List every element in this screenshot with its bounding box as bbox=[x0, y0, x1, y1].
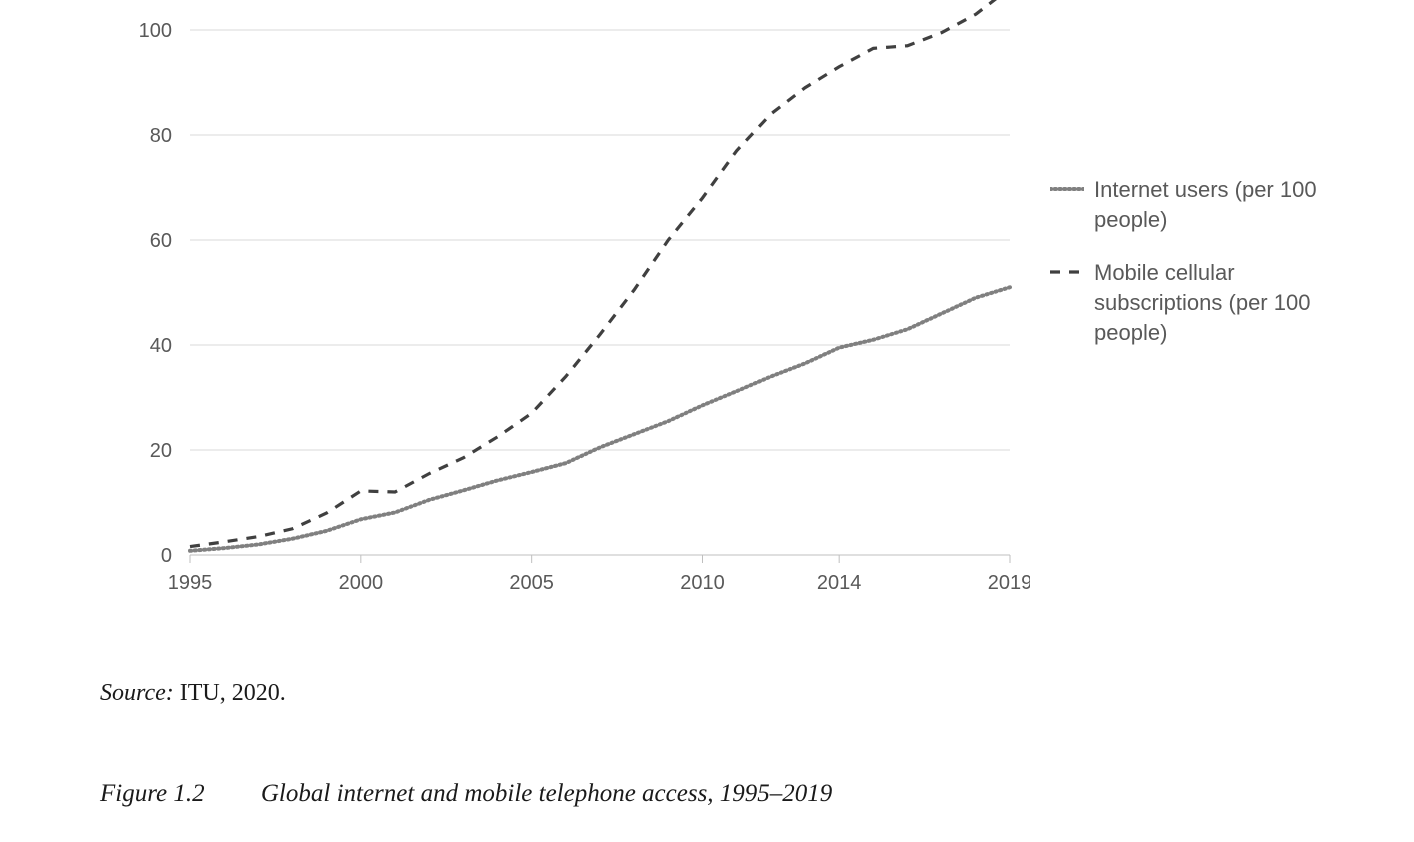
y-tick-label: 20 bbox=[150, 440, 172, 462]
x-tick-label: 2000 bbox=[339, 572, 384, 594]
source-text: ITU, 2020. bbox=[180, 680, 286, 706]
chart-legend: Internet users (per 100 people) Mobile ce… bbox=[1050, 175, 1350, 371]
legend-label: Mobile cellular subscriptions (per 100 p… bbox=[1094, 258, 1350, 347]
line-chart: 0 20 40 60 80 100 1995 2000 2005 2010 2014 2019 bbox=[100, 0, 1030, 614]
figure-number: Figure 1.2 bbox=[100, 780, 205, 807]
chart-container: 0 20 40 60 80 100 1995 2000 2005 2010 2014 2019 bbox=[100, 0, 1030, 619]
x-tick-label: 2019 bbox=[988, 572, 1030, 594]
x-tick-label: 2010 bbox=[680, 572, 725, 594]
y-tick-label: 0 bbox=[161, 545, 172, 567]
series-internet_users bbox=[190, 287, 1010, 551]
legend-swatch-icon bbox=[1050, 185, 1084, 193]
y-tick-label: 60 bbox=[150, 230, 172, 252]
y-tick-label: 100 bbox=[139, 20, 172, 42]
x-tick-label: 2005 bbox=[509, 572, 553, 594]
figure-caption: Figure 1.2 Global internet and mobile te… bbox=[100, 780, 832, 808]
source-prefix: Source: bbox=[100, 680, 174, 706]
x-tick-label: 1995 bbox=[168, 572, 213, 594]
page-root: 0 20 40 60 80 100 1995 2000 2005 2010 2014 2019 Int… bbox=[0, 0, 1414, 842]
series-mobile_subscriptions bbox=[190, 0, 1010, 547]
figure-title: Global internet and mobile telephone acc… bbox=[261, 780, 832, 807]
y-tick-label: 80 bbox=[150, 125, 172, 147]
legend-item: Internet users (per 100 people) bbox=[1050, 175, 1350, 234]
source-citation: Source: ITU, 2020. bbox=[100, 680, 286, 707]
y-tick-label: 40 bbox=[150, 335, 172, 357]
legend-swatch-icon bbox=[1050, 268, 1084, 276]
x-tick-label: 2014 bbox=[817, 572, 862, 594]
legend-item: Mobile cellular subscriptions (per 100 p… bbox=[1050, 258, 1350, 347]
legend-label: Internet users (per 100 people) bbox=[1094, 175, 1350, 234]
